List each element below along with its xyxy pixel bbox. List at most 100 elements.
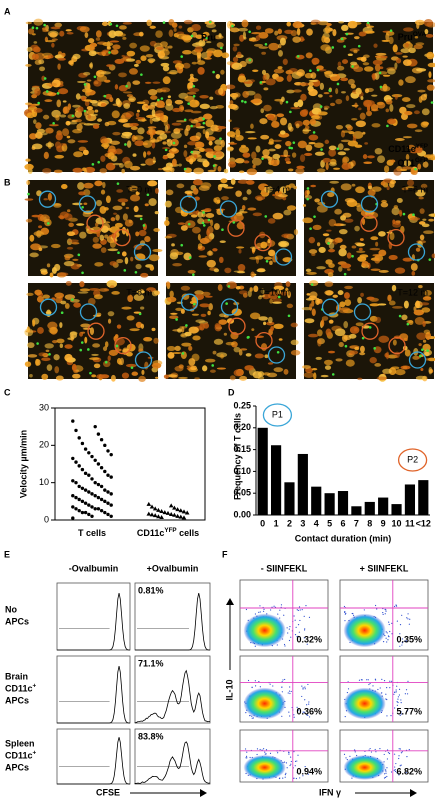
cell (316, 266, 326, 270)
cell (360, 96, 364, 100)
cell (358, 31, 367, 37)
cell (285, 140, 292, 147)
t-cell (35, 26, 39, 30)
cell (31, 214, 41, 218)
cell (385, 31, 395, 36)
cell (268, 42, 280, 51)
cell (100, 71, 112, 75)
cell (197, 158, 208, 163)
cell (377, 155, 386, 164)
x-tick-label: 10 (392, 518, 402, 528)
cell (278, 43, 282, 49)
cell (159, 133, 168, 140)
cell (65, 280, 72, 286)
t-cell (244, 100, 247, 104)
event-dot (396, 701, 398, 703)
x-tick-label: 4 (314, 518, 319, 528)
cell (345, 359, 355, 367)
cell (303, 372, 315, 378)
data-point (77, 464, 81, 468)
tracking-circle (360, 195, 379, 213)
cell (364, 142, 369, 145)
t-cell (81, 205, 84, 209)
event-dot (293, 714, 295, 716)
cell (244, 131, 256, 134)
cell (384, 165, 390, 173)
t-cell (288, 146, 292, 149)
cell (38, 59, 45, 65)
cell (267, 362, 274, 365)
event-dot (349, 755, 351, 758)
t-cell (343, 272, 347, 276)
t-cell (366, 21, 370, 25)
cell (190, 110, 202, 114)
cell (318, 20, 329, 26)
cell (184, 191, 191, 195)
event-dot (384, 613, 386, 615)
cell (427, 62, 435, 68)
cell (428, 218, 435, 222)
event-dot (344, 611, 346, 613)
cell (122, 213, 128, 221)
event-dot (399, 645, 401, 647)
t-cell (340, 37, 344, 41)
t-cell (103, 94, 107, 98)
y-tick-label: 0.00 (233, 509, 251, 519)
cell (166, 138, 173, 147)
cell (292, 36, 301, 43)
t-cell (402, 212, 406, 216)
cell (110, 374, 116, 382)
cell (328, 241, 335, 249)
cell (204, 148, 214, 153)
cell (415, 247, 421, 252)
cell (308, 81, 314, 87)
cell (320, 374, 329, 378)
cell (402, 257, 413, 262)
cell (47, 192, 52, 201)
percentage: 71.1% (138, 658, 164, 668)
cell (255, 145, 261, 153)
cell (410, 167, 416, 175)
t-cell (247, 335, 250, 339)
cell (402, 365, 408, 370)
bar (364, 501, 375, 515)
cell (205, 213, 215, 218)
cell (306, 189, 310, 196)
event-dot (280, 604, 283, 606)
cell (354, 36, 360, 40)
cell (325, 162, 329, 171)
data-point (103, 488, 107, 492)
event-dot (307, 773, 309, 775)
cell (369, 247, 381, 251)
cell (311, 115, 321, 120)
cell (129, 42, 138, 49)
cell (283, 209, 292, 216)
density (243, 687, 286, 720)
row-label: APCs (5, 763, 29, 773)
cell (51, 340, 58, 344)
tracking-circle (274, 248, 293, 266)
cell (260, 288, 265, 295)
event-dot (351, 777, 353, 779)
cell (134, 140, 145, 147)
event-dot (377, 688, 379, 691)
cell (370, 268, 381, 271)
cell (343, 148, 350, 151)
y-tick-label: 30 (39, 402, 49, 412)
cell (378, 231, 386, 237)
cell (328, 238, 335, 243)
cell (246, 168, 258, 176)
cell (155, 46, 164, 50)
event-dot (352, 614, 355, 616)
cell (24, 361, 32, 367)
t-cell (115, 24, 119, 28)
cell (346, 252, 352, 259)
cell (63, 260, 75, 267)
cell (95, 70, 101, 77)
cell (384, 352, 389, 358)
data-point (109, 492, 113, 496)
y-tick-label: 20 (39, 440, 49, 450)
t-cell (190, 124, 193, 128)
cell (297, 140, 307, 149)
data-point (159, 514, 164, 519)
